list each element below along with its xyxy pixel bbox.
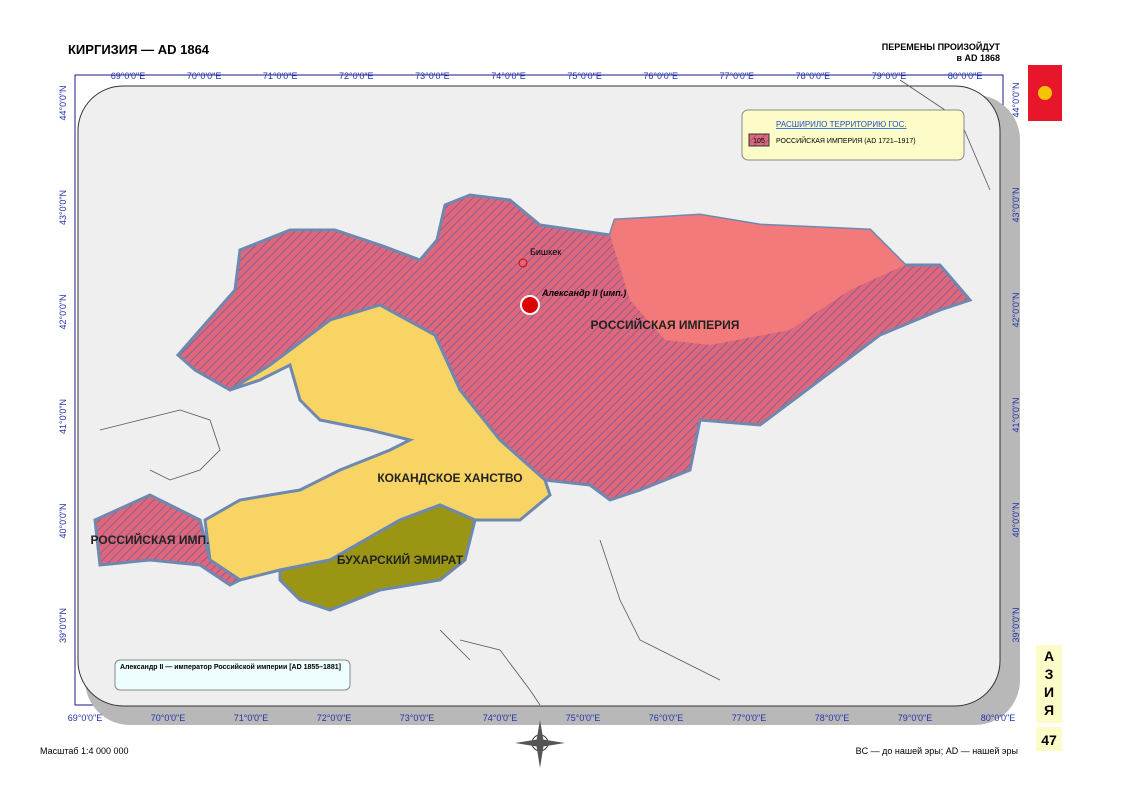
legend bbox=[741, 109, 965, 161]
city-label: Бишкек bbox=[530, 247, 561, 257]
era-note: BC — до нашей эры; AD — нашей эры bbox=[856, 746, 1018, 756]
lon-label: 79°0'0"E bbox=[898, 713, 933, 723]
lon-label: 74°0'0"E bbox=[491, 71, 526, 81]
lat-label: 39°0'0"N bbox=[1011, 607, 1021, 642]
lat-label: 42°0'0"N bbox=[1011, 292, 1021, 327]
note-wrap: Александр II — император Российской импе… bbox=[120, 664, 341, 671]
legend-swatch bbox=[748, 133, 770, 147]
bukhara-emirate bbox=[278, 503, 477, 612]
lon-label: 80°0'0"E bbox=[948, 71, 983, 81]
lat-label: 43°0'0"N bbox=[1011, 187, 1021, 222]
lat-label: 39°0'0"N bbox=[58, 608, 68, 643]
region-label: БУХАРСКИЙ ЭМИРАТ bbox=[337, 552, 464, 567]
region-label: РОССИЙСКАЯ ИМПЕРИЯ bbox=[591, 317, 740, 332]
ruler-icon bbox=[520, 295, 540, 315]
side-letter: З bbox=[1045, 666, 1054, 682]
side-letter: А bbox=[1044, 648, 1054, 664]
side-letter: И bbox=[1044, 684, 1054, 700]
lon-label: 75°0'0"E bbox=[566, 713, 601, 723]
changes: ПЕРЕМЕНЫ ПРОИЗОЙДУТ bbox=[882, 41, 1001, 52]
labels: 69°0'0"E 70°0'0"E 71°0'0"E 72°0'0"E 73°0'0"E… bbox=[58, 71, 1054, 723]
lon-label: 80°0'0"E bbox=[981, 713, 1016, 723]
lon-label: 70°0'0"E bbox=[151, 713, 186, 723]
lat-label: 41°0'0"N bbox=[1011, 397, 1021, 432]
flag-emblem bbox=[1038, 86, 1052, 100]
lon-label: 72°0'0"E bbox=[339, 71, 374, 81]
russian-empire-solid bbox=[610, 215, 905, 345]
city-marker bbox=[518, 258, 528, 268]
legend-entry: РОССИЙСКАЯ ИМПЕРИЯ (AD 1721–1917) bbox=[776, 136, 916, 145]
lat-label: 43°0'0"N bbox=[58, 190, 68, 225]
lat-label: 40°0'0"N bbox=[1011, 502, 1021, 537]
lat-label: 44°0'0"N bbox=[58, 85, 68, 120]
compass bbox=[515, 720, 565, 768]
lon-label: 78°0'0"E bbox=[796, 71, 831, 81]
lon-label: 71°0'0"E bbox=[263, 71, 298, 81]
changes-date: в AD 1868 bbox=[956, 53, 1000, 63]
lon-label: 71°0'0"E bbox=[234, 713, 269, 723]
side-tab bbox=[1036, 645, 1062, 723]
lon-label: 70°0'0"E bbox=[187, 71, 222, 81]
lon-label: 77°0'0"E bbox=[732, 713, 767, 723]
region-label: КОКАНДСКОЕ ХАНСТВО bbox=[377, 471, 522, 485]
side-letter: Я bbox=[1044, 702, 1054, 718]
lat-label: 41°0'0"N bbox=[58, 399, 68, 434]
lon-label: 69°0'0"E bbox=[111, 71, 146, 81]
lon-label: 73°0'0"E bbox=[415, 71, 450, 81]
lon-label: 74°0'0"E bbox=[483, 713, 518, 723]
region-label: РОССИЙСКАЯ ИМП. bbox=[91, 532, 210, 547]
lon-label: 72°0'0"E bbox=[317, 713, 352, 723]
lon-label: 73°0'0"E bbox=[400, 713, 435, 723]
lon-label: 78°0'0"E bbox=[815, 713, 850, 723]
scale: Масштаб 1:4 000 000 bbox=[40, 746, 129, 756]
note-box bbox=[114, 659, 351, 691]
note: Александр II — император Российской импе… bbox=[120, 664, 341, 671]
ruler-label: Александр II (имп.) bbox=[541, 288, 626, 298]
lon-label: 79°0'0"E bbox=[872, 71, 907, 81]
page-number: 47 bbox=[1041, 732, 1057, 748]
title: КИРГИЗИЯ — AD 1864 bbox=[68, 42, 210, 57]
lon-label: 76°0'0"E bbox=[643, 71, 678, 81]
lat-label: 40°0'0"N bbox=[58, 503, 68, 538]
lat-label: 44°0'0"N bbox=[1011, 82, 1021, 117]
lon-label: 69°0'0"E bbox=[68, 713, 103, 723]
russian-empire-west bbox=[93, 493, 243, 587]
lat-label: 42°0'0"N bbox=[58, 294, 68, 329]
legend-code: 105 bbox=[753, 138, 765, 145]
lon-label: 75°0'0"E bbox=[567, 71, 602, 81]
lon-label: 77°0'0"E bbox=[720, 71, 755, 81]
lon-label: 76°0'0"E bbox=[649, 713, 684, 723]
legend-title: РАСШИРИЛО ТЕРРИТОРИЮ ГОС. bbox=[776, 120, 907, 129]
page-tab bbox=[1036, 727, 1062, 751]
